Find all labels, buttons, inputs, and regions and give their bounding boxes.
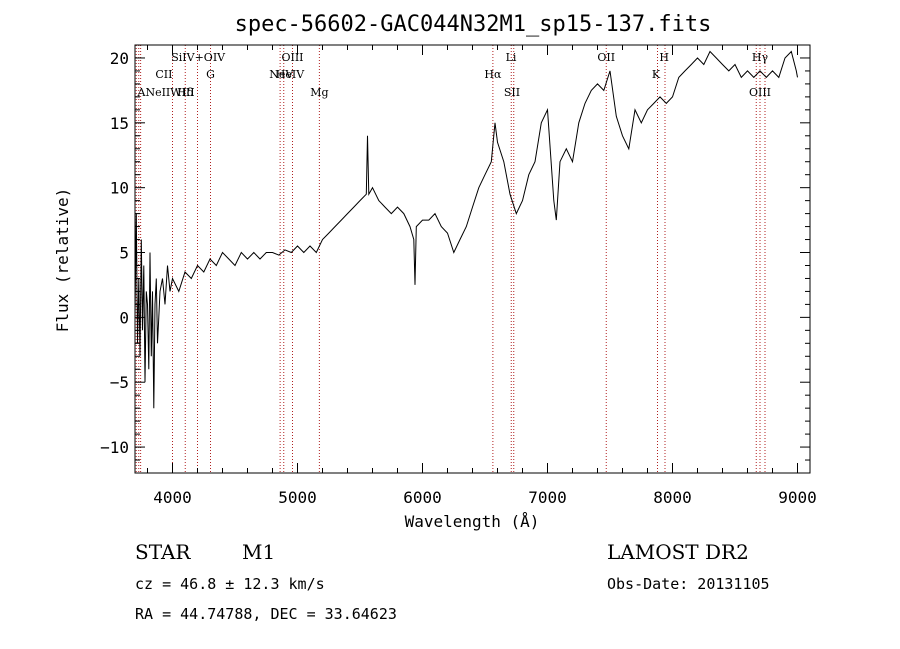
spectral-line-markers bbox=[135, 45, 766, 473]
object-class: STAR bbox=[135, 540, 191, 564]
spectrum-series bbox=[134, 50, 798, 409]
x-tick-label-2: 6000 bbox=[403, 488, 442, 507]
y-tick-label-5: 15 bbox=[110, 114, 129, 133]
line-label-11: SII bbox=[504, 86, 520, 99]
y-axis: −10 −5 0 5 10 15 20 bbox=[100, 44, 810, 461]
line-label-5: OIII bbox=[281, 51, 303, 64]
line-label-4: G bbox=[206, 68, 215, 81]
line-label-6: NeV bbox=[269, 68, 294, 81]
line-label-16: OIII bbox=[749, 86, 771, 99]
x-tick-label-5: 9000 bbox=[778, 488, 817, 507]
x-tick-label-3: 7000 bbox=[528, 488, 567, 507]
plot-frame bbox=[134, 44, 811, 474]
x-tick-label-4: 8000 bbox=[653, 488, 692, 507]
coordinates: RA = 44.74788, DEC = 33.64623 bbox=[135, 605, 397, 623]
chart-title: spec-56602-GAC044N32M1_sp15-137.fits bbox=[235, 12, 712, 37]
observation-date: Obs-Date: 20131105 bbox=[607, 575, 770, 593]
object-subclass: M1 bbox=[242, 540, 275, 564]
line-label-14: K bbox=[652, 68, 661, 81]
y-tick-label-1: −5 bbox=[110, 373, 129, 392]
line-label-3: Hδ bbox=[177, 86, 194, 99]
redshift-cz: cz = 46.8 ± 12.3 km/s bbox=[135, 575, 325, 593]
line-label-2: CII bbox=[155, 68, 172, 81]
y-tick-label-0: −10 bbox=[100, 438, 129, 457]
x-axis-label: Wavelength (Å) bbox=[405, 512, 540, 531]
survey-name: LAMOST DR2 bbox=[607, 540, 749, 564]
y-tick-label-6: 20 bbox=[110, 49, 129, 68]
line-label-0: ANeIIWIII bbox=[137, 86, 195, 99]
y-axis-label: Flux (relative) bbox=[53, 188, 72, 333]
x-tick-label-0: 4000 bbox=[153, 488, 192, 507]
line-label-10: Hα bbox=[484, 68, 502, 81]
line-label-8: Mg bbox=[310, 86, 328, 99]
line-label-12: OII bbox=[597, 51, 615, 64]
y-tick-label-3: 5 bbox=[119, 244, 129, 263]
line-label-7: HeIV bbox=[276, 68, 305, 81]
y-tick-label-2: 0 bbox=[119, 308, 129, 327]
x-tick-label-1: 5000 bbox=[278, 488, 317, 507]
line-label-13: H bbox=[659, 51, 669, 64]
line-label-9: Li bbox=[506, 51, 517, 64]
line-label-15: Hγ bbox=[752, 51, 769, 64]
line-label-1: SiIV+OIV bbox=[171, 51, 226, 64]
x-axis: 4000 5000 6000 7000 8000 9000 bbox=[147, 45, 817, 507]
y-tick-label-4: 10 bbox=[110, 179, 129, 198]
